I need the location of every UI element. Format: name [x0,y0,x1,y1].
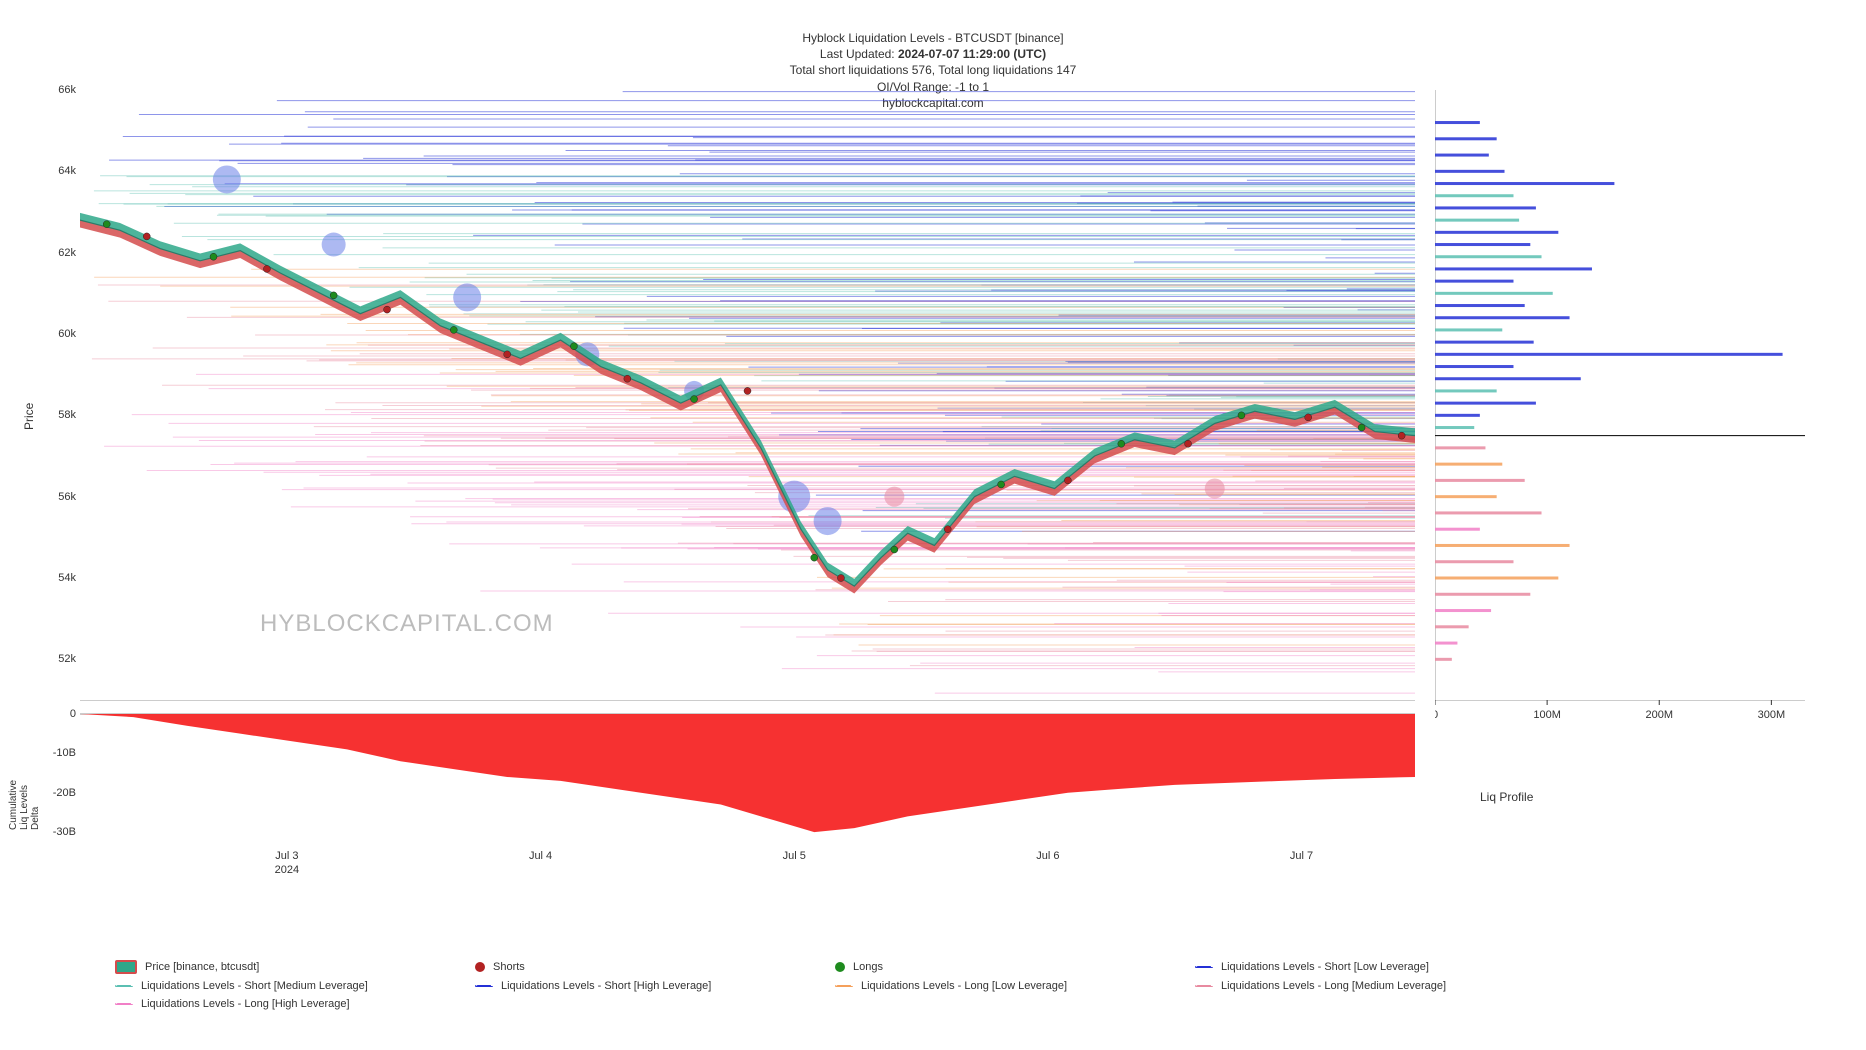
legend: Price [binance, btcusdt] Shorts Longs Liqui… [115,960,1826,1010]
price-y-tick: 54k [36,572,76,584]
liquidation-totals: Total short liquidations 576, Total long… [0,62,1866,78]
legend-item[interactable]: Liquidations Levels - Short [Medium Leve… [115,980,435,992]
liq-profile-label: Liq Profile [1480,790,1533,804]
legend-swatch [115,985,133,987]
legend-item[interactable]: Longs [835,960,1155,974]
svg-text:200M: 200M [1645,709,1673,721]
legend-swatch [835,985,853,987]
svg-text:300M: 300M [1758,709,1786,721]
legend-swatch [1195,985,1213,987]
price-axis-label: Price [22,403,36,430]
last-updated: Last Updated: 2024-07-07 11:29:00 (UTC) [0,46,1866,62]
price-y-tick: 66k [36,84,76,96]
price-y-tick: 60k [36,328,76,340]
chart-title: Hyblock Liquidation Levels - BTCUSDT [bi… [0,30,1866,46]
time-x-tick: Jul 6 [1018,850,1078,862]
time-x-tick: Jul 4 [511,850,571,862]
price-y-tick: 58k [36,409,76,421]
chart-area: 0 100M 200M 300M [80,90,1820,770]
legend-swatch [115,1003,133,1005]
legend-swatch [115,960,137,974]
time-x-tick: Jul 5 [764,850,824,862]
legend-item[interactable]: Liquidations Levels - Long [High Leverag… [115,998,435,1010]
delta-y-tick: -30B [36,826,76,838]
legend-swatch [835,962,845,972]
legend-label: Liquidations Levels - Short [Medium Leve… [141,980,368,992]
price-y-tick: 52k [36,653,76,665]
last-updated-label: Last Updated: [820,47,895,61]
liq-profile-chart[interactable] [1435,90,1805,700]
delta-y-tick: 0 [36,708,76,720]
liq-profile-panel: 0 100M 200M 300M [1435,90,1805,770]
svg-text:100M: 100M [1533,709,1561,721]
delta-y-tick: -10B [36,747,76,759]
time-x-subtick: 2024 [257,864,317,876]
legend-item[interactable]: Liquidations Levels - Long [Medium Lever… [1195,980,1515,992]
svg-text:0: 0 [1435,709,1438,721]
legend-item[interactable]: Liquidations Levels - Long [Low Leverage… [835,980,1155,992]
watermark: HYBLOCKCAPITAL.COM [260,610,554,638]
legend-item[interactable]: Shorts [475,960,795,974]
legend-label: Longs [853,961,883,973]
cumulative-delta-chart[interactable] [80,710,1415,840]
price-y-tick: 56k [36,491,76,503]
legend-label: Liquidations Levels - Long [Medium Lever… [1221,980,1446,992]
last-updated-value: 2024-07-07 11:29:00 (UTC) [898,47,1046,61]
legend-swatch [475,962,485,972]
legend-label: Shorts [493,961,525,973]
delta-y-tick: -20B [36,787,76,799]
legend-label: Liquidations Levels - Long [Low Leverage… [861,980,1067,992]
time-x-tick: Jul 3 [257,850,317,862]
price-y-tick: 64k [36,165,76,177]
legend-item[interactable]: Price [binance, btcusdt] [115,960,435,974]
liq-profile-x-axis: 0 100M 200M 300M [1435,700,1805,740]
legend-swatch [475,985,493,987]
legend-swatch [1195,966,1213,968]
legend-label: Liquidations Levels - Short [Low Leverag… [1221,961,1429,973]
main-panel [80,90,1415,770]
price-y-tick: 62k [36,247,76,259]
time-x-tick: Jul 7 [1272,850,1332,862]
legend-item[interactable]: Liquidations Levels - Short [Low Leverag… [1195,960,1515,974]
legend-label: Liquidations Levels - Long [High Leverag… [141,998,350,1010]
legend-label: Liquidations Levels - Short [High Levera… [501,980,711,992]
legend-item[interactable]: Liquidations Levels - Short [High Levera… [475,980,795,992]
legend-label: Price [binance, btcusdt] [145,961,259,973]
